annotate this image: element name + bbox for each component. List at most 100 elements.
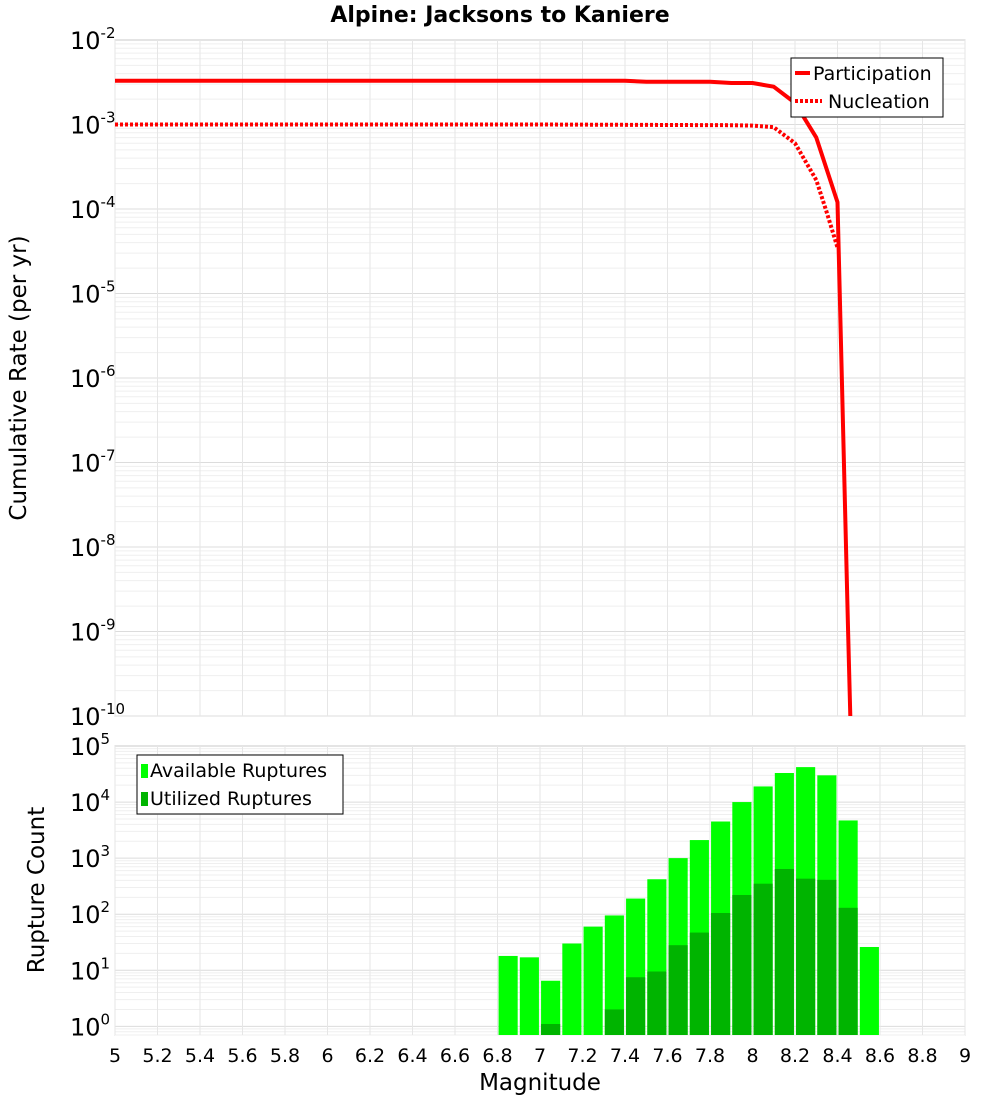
top-y-tick-label: 10-3 [70, 109, 116, 140]
bottom-legend: Available Ruptures Utilized Ruptures [136, 754, 344, 815]
bar-utilized [626, 977, 646, 1035]
tick-base: 10 [70, 27, 101, 55]
top-y-tick-label: 10-7 [70, 447, 116, 478]
x-tick-label: 7.6 [652, 1045, 682, 1067]
tick-exponent: -8 [101, 531, 116, 549]
bottom-y-tick-label: 101 [70, 954, 110, 985]
tick-base: 10 [70, 450, 101, 478]
bar-utilized [753, 883, 773, 1035]
tick-exponent: -3 [101, 109, 116, 127]
bottom-y-tick-label: 100 [70, 1010, 110, 1041]
bar-available [859, 946, 879, 1035]
tick-exponent: 3 [101, 842, 111, 860]
bar-utilized [668, 945, 688, 1035]
tick-base: 10 [70, 619, 101, 647]
x-tick-label: 9 [959, 1045, 971, 1067]
bar-available [519, 957, 539, 1035]
bottom-legend-box [136, 754, 344, 815]
bar-utilized [774, 868, 794, 1035]
bar-utilized [541, 1023, 561, 1035]
legend-available-swatch [141, 764, 148, 778]
x-tick-label: 6.4 [397, 1045, 427, 1067]
tick-exponent: -4 [101, 193, 116, 211]
tick-base: 10 [70, 789, 101, 817]
bar-available [498, 955, 518, 1035]
series-line-participation [115, 78, 853, 717]
x-tick-label: 7.2 [567, 1045, 597, 1067]
top-y-tick-label: 10-8 [70, 531, 116, 562]
x-tick-label: 5.4 [185, 1045, 215, 1067]
x-tick-label: 5.2 [142, 1045, 172, 1067]
tick-exponent: -9 [101, 616, 116, 634]
bottom-y-tick-label: 104 [70, 786, 110, 817]
tick-exponent: -5 [101, 278, 116, 296]
series-line-nucleation [115, 122, 840, 249]
bar-utilized [647, 971, 667, 1035]
top-series [115, 78, 853, 717]
bottom-x-ticks: 5 5.2 5.4 5.6 5.8 6 6.2 6.4 6.6 6.8 7 7.2 7.4 7.6 7.8 8… [109, 1045, 971, 1067]
bar-available [604, 915, 624, 1035]
tick-base: 10 [70, 365, 101, 393]
tick-exponent: 4 [101, 786, 111, 804]
tick-exponent: 1 [101, 954, 111, 972]
bar-utilized [817, 879, 837, 1035]
bottom-bars [498, 767, 879, 1035]
tick-base: 10 [70, 703, 101, 731]
legend-available-label: Available Ruptures [150, 760, 327, 782]
bar-utilized [689, 932, 709, 1035]
x-tick-label: 7 [534, 1045, 546, 1067]
top-y-tick-label: 10-2 [70, 24, 116, 55]
bar-utilized [838, 907, 858, 1035]
x-tick-label: 7.4 [610, 1045, 640, 1067]
legend-nucleation-label: Nucleation [828, 91, 930, 113]
tick-exponent: 2 [101, 898, 111, 916]
x-tick-label: 8.8 [907, 1045, 937, 1067]
top-legend: Participation Nucleation [790, 57, 944, 118]
top-y-tick-label: 10-10 [70, 700, 125, 731]
x-tick-label: 8.2 [780, 1045, 810, 1067]
legend-utilized-label: Utilized Ruptures [150, 788, 312, 810]
x-axis-label: Magnitude [479, 1070, 601, 1096]
tick-base: 10 [70, 957, 101, 985]
tick-exponent: 0 [101, 1010, 111, 1028]
bar-available [541, 980, 561, 1035]
tick-exponent: -7 [101, 447, 116, 465]
top-y-tick-label: 10-4 [70, 193, 116, 224]
top-y-axis-label: Cumulative Rate (per yr) [6, 235, 32, 520]
bottom-y-tick-label: 105 [70, 730, 110, 761]
bar-available [562, 943, 582, 1035]
x-tick-label: 5 [109, 1045, 121, 1067]
top-legend-box [790, 57, 944, 118]
tick-base: 10 [70, 196, 101, 224]
bottom-y-axis-label: Rupture Count [24, 807, 50, 973]
x-tick-label: 5.8 [270, 1045, 300, 1067]
bar-available [583, 926, 603, 1035]
tick-exponent: 5 [101, 730, 111, 748]
tick-base: 10 [70, 281, 101, 309]
chart-title: Alpine: Jacksons to Kaniere [330, 3, 669, 28]
top-y-tick-label: 10-9 [70, 616, 116, 647]
bar-utilized [796, 878, 816, 1035]
x-tick-label: 8.4 [822, 1045, 852, 1067]
x-tick-label: 7.8 [695, 1045, 725, 1067]
tick-base: 10 [70, 1013, 101, 1041]
tick-base: 10 [70, 901, 101, 929]
legend-participation-label: Participation [813, 63, 932, 85]
top-y-tick-label: 10-6 [70, 362, 116, 393]
tick-exponent: -10 [101, 700, 126, 718]
tick-base: 10 [70, 534, 101, 562]
bar-utilized [604, 1009, 624, 1035]
x-tick-label: 6 [321, 1045, 333, 1067]
x-tick-label: 8 [746, 1045, 758, 1067]
tick-base: 10 [70, 733, 101, 761]
top-grid [114, 40, 966, 717]
x-tick-label: 5.6 [227, 1045, 257, 1067]
legend-utilized-swatch [141, 792, 148, 806]
tick-base: 10 [70, 112, 101, 140]
x-tick-label: 6.2 [355, 1045, 385, 1067]
bar-utilized [711, 913, 731, 1035]
top-y-tick-label: 10-5 [70, 278, 116, 309]
